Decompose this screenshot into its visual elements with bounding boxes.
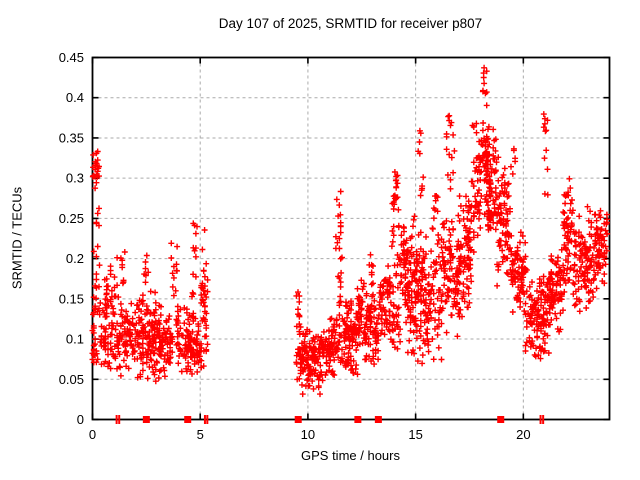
x-tick-label: 0	[89, 427, 96, 442]
baseline-square-marker	[374, 416, 382, 423]
y-tick-label: 0.3	[66, 171, 84, 186]
baseline-square-marker	[184, 416, 192, 423]
baseline-tick-marker	[206, 415, 209, 424]
y-tick-label: 0.05	[59, 372, 84, 387]
x-tick-label: 5	[197, 427, 204, 442]
x-axis-label: GPS time / hours	[301, 448, 400, 463]
y-tick-label: 0.2	[66, 251, 84, 266]
baseline-square-marker	[354, 416, 362, 423]
x-tick-label: 10	[301, 427, 315, 442]
y-tick-label: 0	[77, 412, 84, 427]
y-axis-label: SRMTID / TECUs	[9, 186, 25, 290]
baseline-square-marker	[294, 416, 302, 423]
baseline-tick-marker	[118, 415, 121, 424]
chart-title: Day 107 of 2025, SRMTID for receiver p80…	[218, 16, 483, 31]
y-tick-label: 0.4	[66, 90, 84, 105]
x-tick-label: 15	[408, 427, 422, 442]
y-tick-label: 0.45	[59, 50, 84, 65]
baseline-tick-marker	[203, 415, 206, 424]
y-tick-label: 0.35	[59, 130, 84, 145]
y-tick-label: 0.25	[59, 211, 84, 226]
x-tick-label: 20	[516, 427, 530, 442]
baseline-tick-marker	[115, 415, 118, 424]
y-tick-label: 0.1	[66, 332, 84, 347]
y-tick-label: 0.15	[59, 291, 84, 306]
data-points-srmtid	[89, 64, 611, 398]
baseline-tick-marker	[539, 415, 542, 424]
baseline-tick-marker	[542, 415, 545, 424]
baseline-square-marker	[142, 416, 150, 423]
plot-frame	[91, 56, 611, 421]
baseline-square-marker	[497, 416, 505, 423]
